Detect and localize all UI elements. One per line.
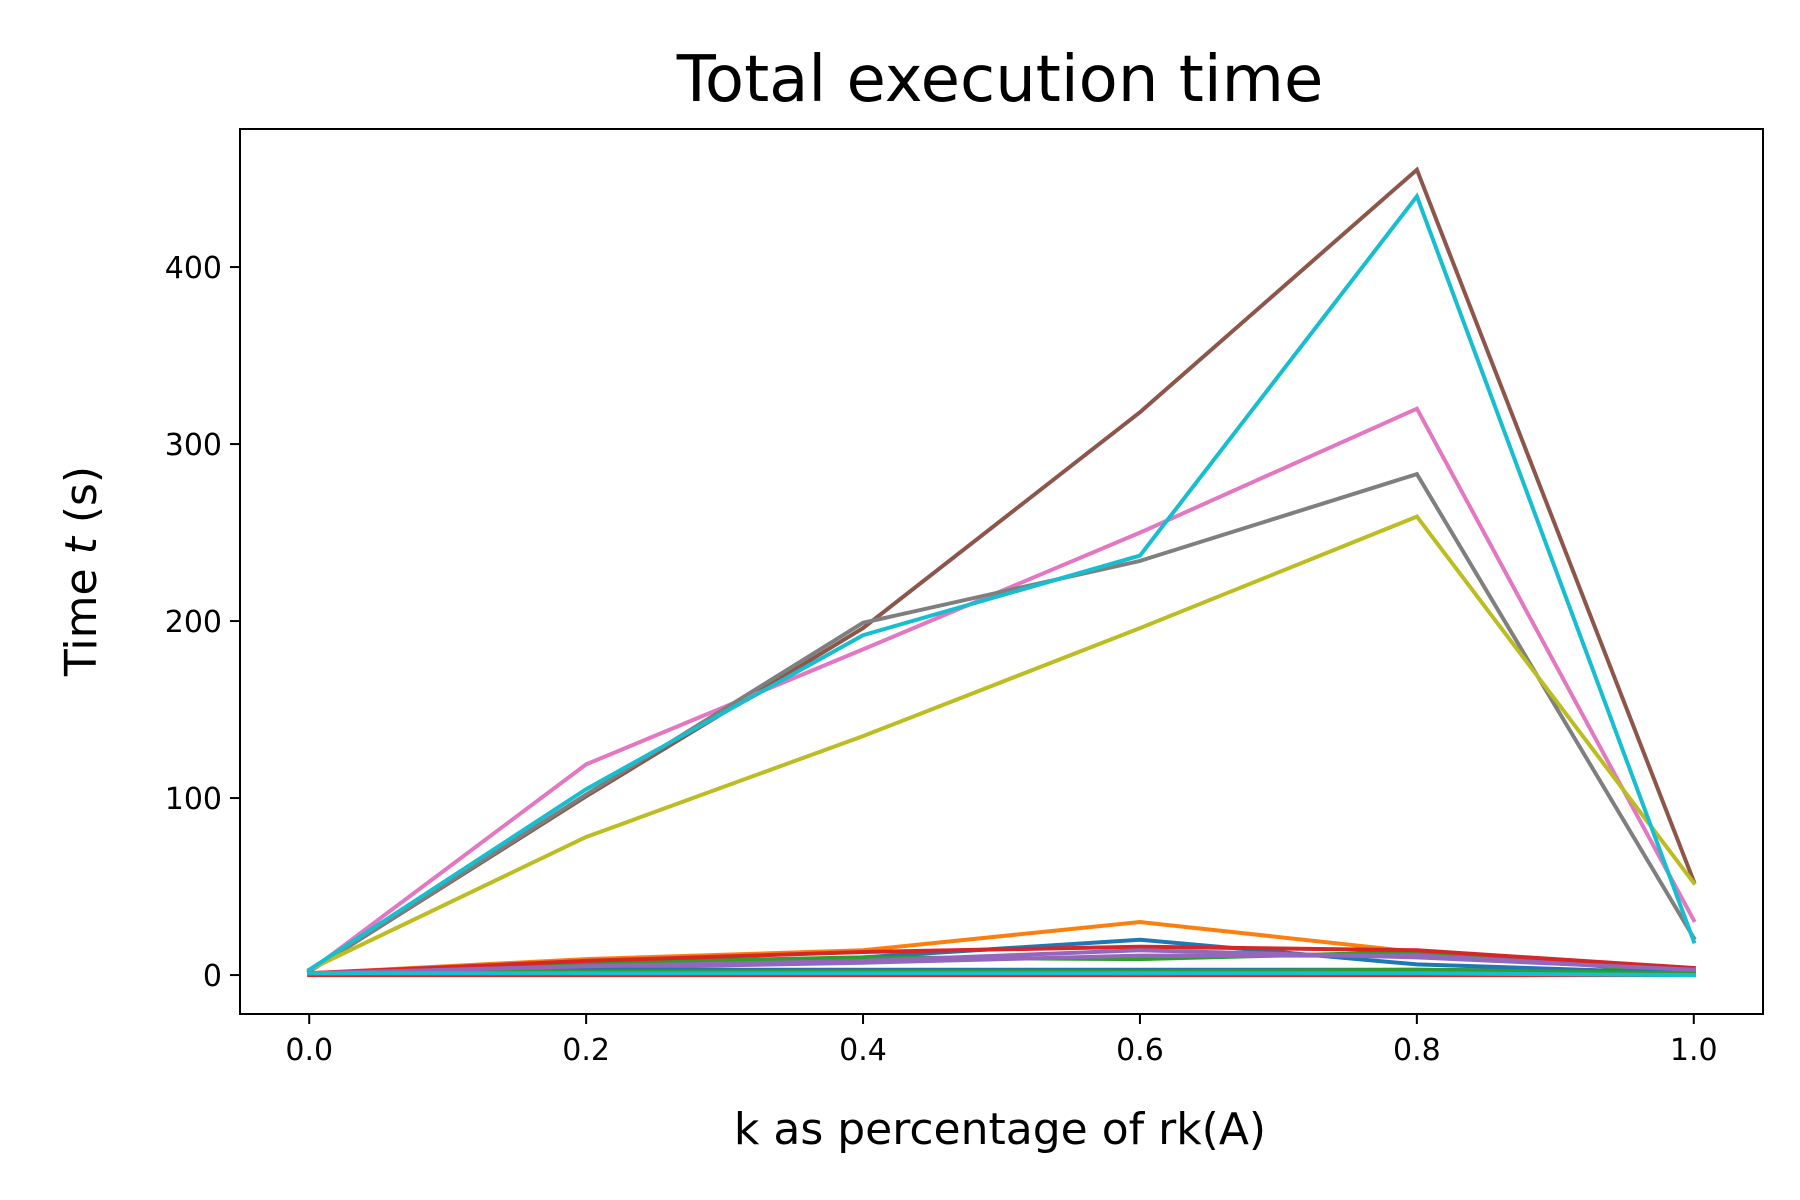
x-tick-label: 0.6: [1116, 1033, 1164, 1068]
y-axis-label: Time t (s): [56, 466, 107, 677]
x-tick-label: 0.4: [839, 1033, 887, 1068]
series-line-10: [306, 192, 1697, 973]
y-tick-label: 300: [165, 428, 222, 463]
series-layer: [306, 166, 1697, 978]
x-tick-label: 0.0: [285, 1033, 333, 1068]
series-line-16: [307, 971, 1696, 978]
y-axis-label-unit: (s): [56, 466, 107, 537]
x-tick-label: 0.2: [562, 1033, 610, 1068]
series-line-15: [307, 948, 1696, 976]
x-tick-label: 0.8: [1393, 1033, 1441, 1068]
series-line-14: [307, 944, 1696, 976]
x-axis: 0.0 0.2 0.4 0.6 0.8 1.0: [285, 1014, 1718, 1068]
series-line-9: [306, 514, 1697, 973]
series-line-8: [306, 471, 1697, 975]
x-axis-label: k as percentage of rk(A): [734, 1104, 1266, 1155]
y-axis-label-variable: t: [56, 535, 107, 554]
y-tick-label: 400: [165, 251, 222, 286]
plot-area-frame: [239, 128, 1764, 1015]
y-axis-label-prefix: Time: [56, 554, 107, 677]
y-tick-label: 0: [203, 959, 222, 994]
chart-title: Total execution time: [676, 43, 1324, 117]
y-tick-label: 200: [165, 605, 222, 640]
x-tick-label: 1.0: [1670, 1033, 1718, 1068]
y-axis: 0 100 200 300 400: [165, 251, 240, 994]
y-tick-label: 100: [165, 782, 222, 817]
